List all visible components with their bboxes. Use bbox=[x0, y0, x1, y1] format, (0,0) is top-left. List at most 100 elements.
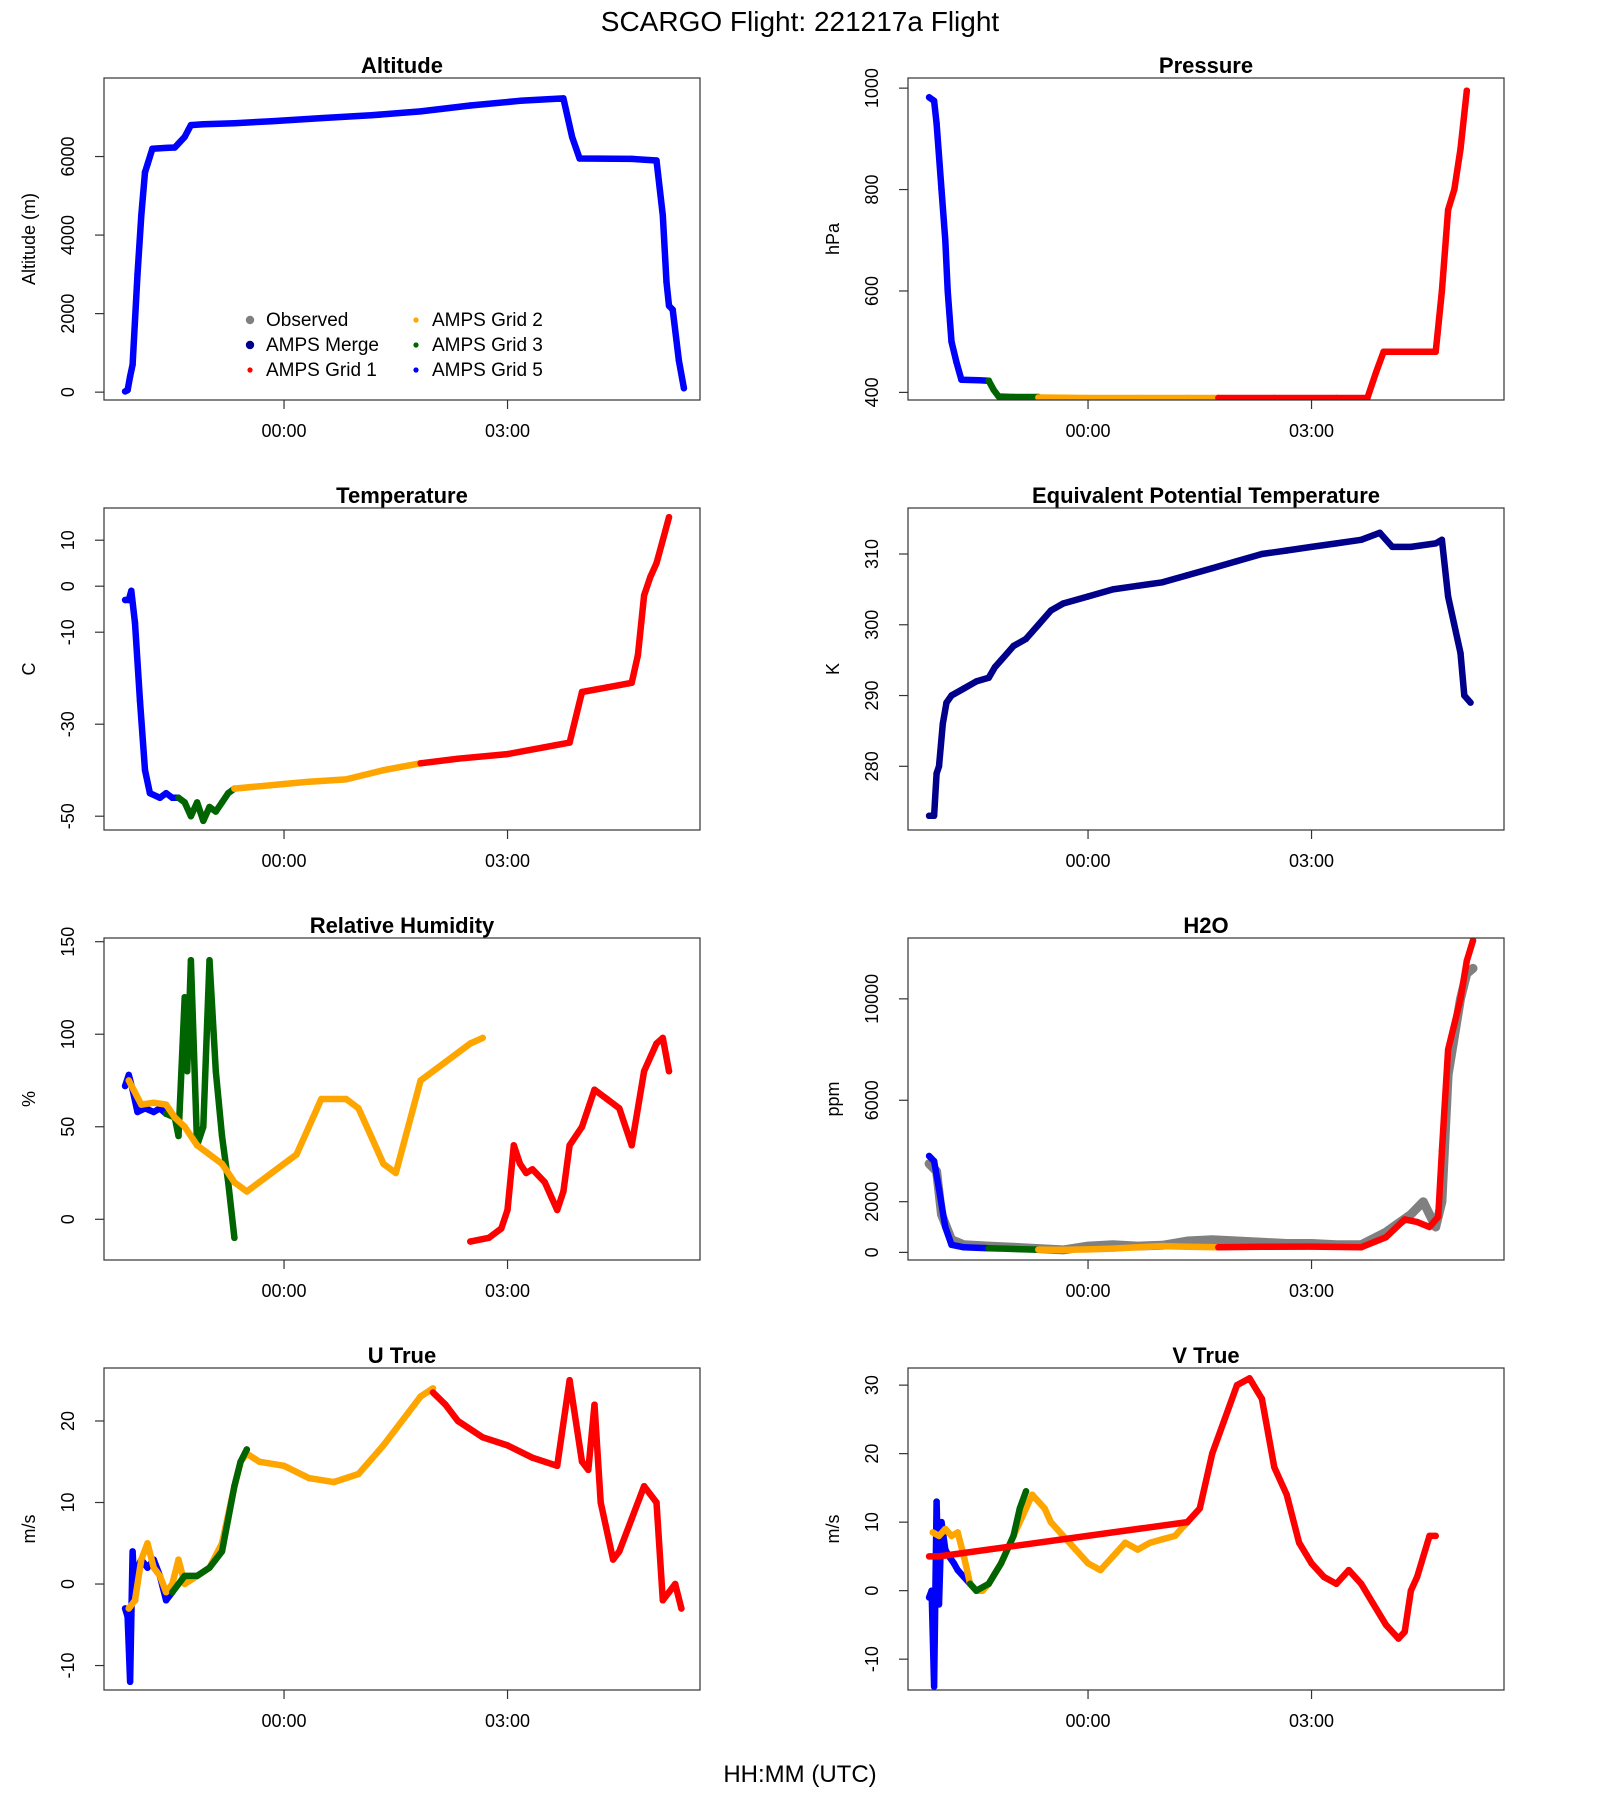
v-true-point-amps-grid-5 bbox=[950, 1560, 958, 1567]
equivalent-potential-temperature-point-amps-merge bbox=[1233, 557, 1241, 565]
relative-humidity-point-amps-grid-2 bbox=[380, 1160, 387, 1168]
altitude-point-amps-grid-5 bbox=[231, 120, 238, 127]
u-true-point-amps-grid-2 bbox=[280, 1462, 288, 1470]
relative-humidity-point-amps-grid-2 bbox=[417, 1077, 424, 1084]
temperature-data bbox=[121, 513, 673, 825]
v-true-point-amps-grid-3 bbox=[1022, 1488, 1030, 1495]
pressure-point-amps-grid-2 bbox=[1084, 394, 1092, 400]
relative-humidity-point-amps-grid-3 bbox=[206, 957, 213, 964]
relative-humidity-point-amps-grid-3 bbox=[200, 1123, 207, 1131]
u-true-point-amps-grid-1 bbox=[640, 1483, 648, 1490]
u-true-point-amps-grid-3 bbox=[193, 1572, 201, 1580]
altitude-point-amps-grid-5 bbox=[576, 155, 583, 162]
u-true-point-amps-grid-1 bbox=[653, 1499, 660, 1506]
relative-humidity-point-amps-grid-2 bbox=[150, 1099, 157, 1106]
relative-humidity-point-amps-grid-2 bbox=[405, 1123, 412, 1131]
equivalent-potential-temperature-point-amps-merge bbox=[1258, 550, 1266, 558]
pressure-point-amps-grid-5 bbox=[930, 97, 938, 105]
u-true-point-amps-grid-1 bbox=[628, 1515, 635, 1523]
h2o-point-amps-grid-2 bbox=[1035, 1246, 1042, 1253]
h2o-point-amps-grid-2 bbox=[1134, 1244, 1141, 1251]
u-true-point-amps-grid-1 bbox=[597, 1499, 604, 1506]
temperature-point-amps-grid-3 bbox=[181, 799, 188, 806]
relative-humidity-point-amps-grid-2 bbox=[125, 1077, 132, 1084]
v-true-point-amps-grid-3 bbox=[997, 1560, 1005, 1567]
v-true-point-amps-grid-1 bbox=[1426, 1532, 1433, 1540]
equivalent-potential-temperature-point-amps-merge bbox=[1109, 586, 1117, 593]
temperature-point-amps-grid-1 bbox=[665, 514, 673, 521]
equivalent-potential-temperature-point-amps-merge bbox=[1432, 540, 1439, 547]
equivalent-potential-temperature-point-amps-merge bbox=[973, 678, 980, 685]
v-true-point-amps-grid-1 bbox=[1345, 1566, 1353, 1574]
legend-label-amps-grid-5: AMPS Grid 5 bbox=[432, 360, 543, 381]
panel-temperature: Temperature C -50 -30 -10 0 10 00:00 03:00 bbox=[19, 483, 701, 871]
relative-humidity-ytick-label: 0 bbox=[58, 1214, 78, 1224]
v-true-point-amps-grid-1 bbox=[1271, 1464, 1278, 1471]
u-true-point-amps-grid-1 bbox=[665, 1589, 673, 1596]
u-true-point-amps-grid-1 bbox=[585, 1466, 592, 1474]
relative-humidity-point-amps-grid-5 bbox=[121, 1082, 129, 1090]
relative-humidity-point-amps-grid-5 bbox=[150, 1108, 157, 1116]
u-true-series-amps-grid-2-line bbox=[125, 1385, 437, 1612]
relative-humidity-point-amps-grid-1 bbox=[640, 1068, 648, 1075]
h2o-point-amps-grid-1 bbox=[1469, 938, 1477, 944]
legend-marker-observed bbox=[245, 315, 255, 325]
u-true-ytick-label: 0 bbox=[58, 1579, 78, 1589]
v-true-point-amps-grid-1 bbox=[1401, 1628, 1408, 1636]
relative-humidity-point-amps-grid-2 bbox=[467, 1040, 474, 1047]
equivalent-potential-temperature-point-amps-merge bbox=[1004, 649, 1011, 657]
pressure-point-amps-grid-1 bbox=[1432, 348, 1439, 355]
v-true-point-amps-grid-5 bbox=[935, 1601, 943, 1608]
legend-marker-amps-merge bbox=[245, 340, 255, 350]
temperature-point-amps-grid-5 bbox=[146, 790, 154, 797]
relative-humidity-point-amps-grid-3 bbox=[184, 1068, 191, 1075]
relative-humidity-point-amps-grid-2 bbox=[171, 1114, 178, 1121]
u-true-xtick-label: 03:00 bbox=[485, 1711, 530, 1731]
temperature-point-amps-grid-3 bbox=[225, 790, 232, 797]
v-true-point-amps-grid-1 bbox=[1413, 1573, 1421, 1581]
equivalent-potential-temperature-point-amps-merge bbox=[1134, 582, 1141, 589]
h2o-point-amps-grid-1 bbox=[1463, 957, 1471, 964]
v-true-series-amps-grid-1-line bbox=[925, 1375, 1439, 1642]
u-true-ytick-label: -10 bbox=[58, 1653, 78, 1679]
h2o-point-observed bbox=[1232, 1236, 1242, 1246]
relative-humidity-point-amps-grid-2 bbox=[231, 1179, 238, 1186]
panel-equivalent-potential-temperature: Equivalent Potential Temperature K 280 290 3… bbox=[823, 483, 1505, 871]
h2o-point-amps-grid-5 bbox=[960, 1244, 968, 1251]
temperature-point-amps-grid-1 bbox=[653, 560, 660, 567]
h2o-point-amps-grid-5 bbox=[973, 1244, 980, 1252]
temperature-point-amps-grid-2 bbox=[256, 783, 263, 790]
pressure-point-amps-grid-5 bbox=[958, 376, 965, 383]
pressure-point-amps-grid-2 bbox=[1184, 394, 1191, 400]
equivalent-potential-temperature-data bbox=[925, 529, 1474, 820]
u-true-point-amps-grid-2 bbox=[156, 1572, 164, 1580]
pressure-point-amps-grid-1 bbox=[1444, 206, 1452, 213]
altitude-ytick-label: 6000 bbox=[58, 137, 78, 177]
pressure-point-amps-grid-1 bbox=[1271, 394, 1278, 400]
h2o-point-observed bbox=[1419, 1197, 1428, 1206]
relative-humidity-series-amps-grid-1-line bbox=[467, 1034, 673, 1245]
u-true-point-amps-grid-1 bbox=[609, 1556, 617, 1563]
pressure-series-amps-grid-1-line bbox=[1215, 87, 1471, 400]
v-true-point-amps-grid-2 bbox=[1041, 1505, 1048, 1512]
u-true-point-amps-grid-1 bbox=[429, 1389, 437, 1396]
u-true-point-amps-grid-2 bbox=[150, 1564, 157, 1571]
v-true-point-amps-grid-1 bbox=[925, 1553, 933, 1560]
pressure-point-amps-grid-3 bbox=[995, 393, 1002, 400]
relative-humidity-point-amps-grid-2 bbox=[293, 1151, 300, 1158]
relative-humidity-point-amps-grid-2 bbox=[318, 1095, 325, 1103]
temperature-point-amps-grid-1 bbox=[454, 755, 462, 762]
pressure-ytick-label: 600 bbox=[862, 276, 882, 306]
pressure-point-amps-grid-1 bbox=[1364, 394, 1371, 400]
pressure-point-amps-grid-1 bbox=[1333, 394, 1340, 400]
altitude-point-amps-grid-5 bbox=[680, 385, 688, 392]
relative-humidity-point-amps-grid-3 bbox=[181, 994, 188, 1001]
u-true-point-amps-grid-1 bbox=[678, 1605, 685, 1612]
h2o-ytick-label: 10000 bbox=[862, 974, 882, 1024]
equivalent-potential-temperature-point-amps-merge bbox=[1035, 621, 1042, 628]
equivalent-potential-temperature-point-amps-merge bbox=[991, 664, 999, 671]
relative-humidity-point-amps-grid-5 bbox=[125, 1071, 132, 1079]
h2o-series-amps-grid-2-line bbox=[1035, 1242, 1222, 1254]
h2o-point-amps-grid-5 bbox=[925, 1152, 933, 1160]
relative-humidity-ylabel: % bbox=[19, 1091, 39, 1107]
